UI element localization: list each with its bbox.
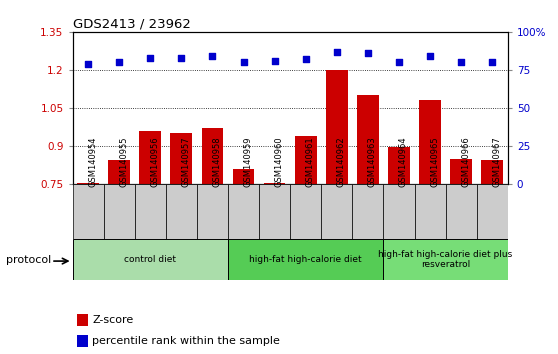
Point [363,50,372,56]
Text: GSM140963: GSM140963 [368,136,377,187]
Text: GSM140955: GSM140955 [119,136,128,187]
Bar [477,184,508,239]
Bar [228,239,383,280]
Point [395,59,403,65]
Point [208,53,217,59]
Bar [482,160,503,354]
Bar [171,133,192,354]
Bar [264,183,286,354]
Point [333,49,341,55]
Bar [446,184,477,239]
Point [488,59,497,65]
Bar [73,184,104,239]
Text: percentile rank within the sample: percentile rank within the sample [92,336,280,346]
Bar [140,131,161,354]
Text: GSM140967: GSM140967 [492,136,501,187]
Bar [233,169,254,354]
Bar [228,184,259,239]
Bar [383,184,415,239]
Bar [450,159,472,354]
Text: GSM140964: GSM140964 [399,136,408,187]
Bar [197,184,228,239]
Point [239,59,248,65]
Bar [326,70,348,354]
Bar [259,184,290,239]
Point [146,55,155,61]
Text: GSM140966: GSM140966 [461,136,470,187]
Text: GSM140957: GSM140957 [181,136,190,187]
Point [115,59,124,65]
Text: Z-score: Z-score [92,315,133,325]
Bar [290,184,321,239]
Point [456,59,465,65]
Bar [77,314,88,326]
Bar [383,239,508,280]
Text: GSM140960: GSM140960 [275,136,283,187]
Text: GSM140961: GSM140961 [306,136,315,187]
Text: GSM140959: GSM140959 [243,136,253,187]
Bar [77,183,99,354]
Text: GSM140965: GSM140965 [430,136,439,187]
Bar [166,184,197,239]
Point [177,55,186,61]
Text: GSM140954: GSM140954 [88,136,97,187]
Bar [295,136,316,354]
Bar [352,184,383,239]
Text: protocol: protocol [6,255,51,265]
Bar [419,101,441,354]
Bar [77,335,88,347]
Text: GDS2413 / 23962: GDS2413 / 23962 [73,18,190,31]
Point [84,61,93,67]
Bar [321,184,352,239]
Bar [104,184,134,239]
Bar [108,160,130,354]
Point [426,53,435,59]
Bar [357,95,379,354]
Bar [134,184,166,239]
Text: GSM140958: GSM140958 [213,136,222,187]
Bar [201,128,223,354]
Text: GSM140956: GSM140956 [150,136,159,187]
Text: high-fat high-calorie diet: high-fat high-calorie diet [249,255,362,264]
Point [301,56,310,62]
Text: control diet: control diet [124,255,176,264]
Bar [73,239,228,280]
Bar [415,184,446,239]
Bar [388,147,410,354]
Text: high-fat high-calorie diet plus
resveratrol: high-fat high-calorie diet plus resverat… [378,250,513,269]
Point [270,58,279,64]
Text: GSM140962: GSM140962 [337,136,346,187]
